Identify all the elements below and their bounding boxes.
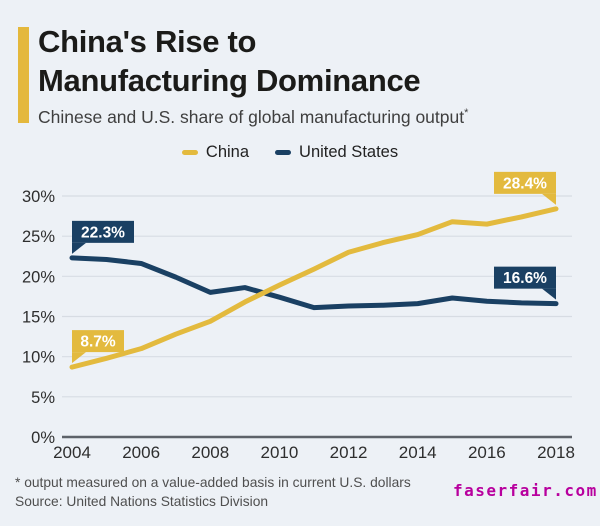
title-line-2: Manufacturing Dominance	[38, 63, 421, 98]
y-tick-label: 5%	[31, 389, 55, 407]
chart-subtitle: Chinese and U.S. share of global manufac…	[38, 107, 469, 127]
footnote-marker: *	[464, 107, 469, 120]
legend-item-united-states: United States	[275, 143, 398, 162]
callout-box-22.3%	[72, 220, 134, 243]
china-swatch-icon	[181, 150, 198, 155]
chart-legend: China United States	[0, 143, 580, 162]
x-tick-label: 2006	[122, 443, 160, 462]
x-tick-label: 2016	[468, 443, 506, 462]
callout-value-label: 16.6%	[503, 270, 547, 287]
x-tick-label: 2010	[261, 443, 299, 462]
x-tick-label: 2008	[191, 443, 229, 462]
callout-tail	[72, 352, 86, 364]
y-tick-label: 15%	[22, 309, 55, 327]
chart-area: 0% 5% 10% 15% 20% 25% 30% 2004 2006 2008 2010 2012 2…	[0, 165, 600, 465]
legend-label-united-states: United States	[299, 143, 399, 161]
x-tick-label: 2012	[330, 443, 368, 462]
y-tick-label: 25%	[22, 228, 55, 246]
title-block: China's Rise to Manufacturing Dominance …	[38, 22, 588, 128]
chart-svg: 0% 5% 10% 15% 20% 25% 30% 2004 2006 2008 2010 2012 2…	[22, 171, 575, 462]
callout-value-label: 28.4%	[503, 175, 547, 192]
footnote: * output measured on a value-added basis…	[15, 475, 411, 490]
x-tick-label: 2004	[53, 443, 91, 462]
callout-box-16.6%	[494, 266, 556, 289]
x-tick-label: 2014	[399, 443, 437, 462]
y-tick-label: 20%	[22, 268, 55, 286]
title-accent-bar	[18, 27, 29, 123]
watermark: faserfair.com	[453, 481, 598, 500]
callout-tail	[542, 288, 556, 300]
callout-box-28.4%	[494, 171, 556, 194]
united-states-swatch-icon	[275, 150, 292, 155]
callout-value-label: 22.3%	[81, 224, 125, 241]
callout-value-label: 8.7%	[80, 334, 116, 351]
x-tick-label: 2018	[537, 443, 575, 462]
callout-tail	[542, 193, 556, 205]
y-tick-label: 10%	[22, 349, 55, 367]
footer: * output measured on a value-added basis…	[15, 473, 411, 511]
callout-box-8.7%	[72, 330, 124, 353]
y-tick-label: 0%	[31, 429, 55, 447]
series-line-united-states	[69, 255, 559, 311]
source-line: Source: United Nations Statistics Divisi…	[15, 494, 269, 509]
legend-item-china: China	[181, 143, 250, 162]
page-title: China's Rise to Manufacturing Dominance	[38, 22, 588, 100]
y-tick-label: 30%	[22, 188, 55, 206]
legend-label-china: China	[205, 143, 250, 161]
callout-tail	[72, 242, 86, 254]
title-line-1: China's Rise to	[38, 24, 257, 59]
series-line-china	[69, 206, 559, 370]
